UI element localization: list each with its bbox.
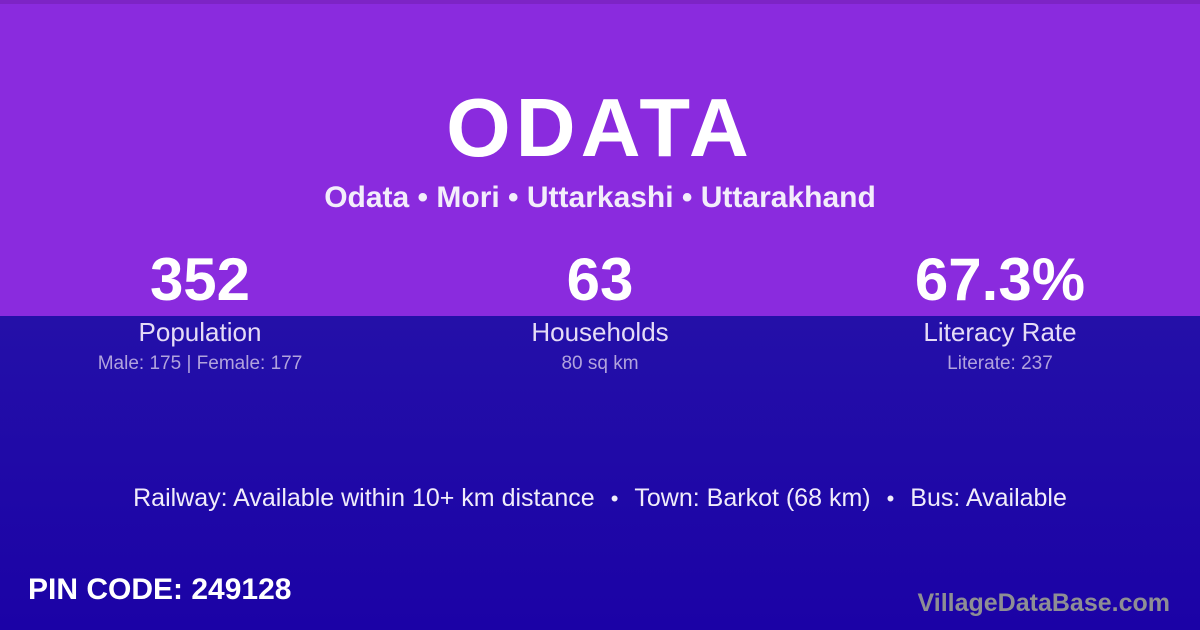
location-breadcrumb: Odata • Mori • Uttarkashi • Uttarakhand: [324, 181, 876, 214]
top-edge-strip: [0, 0, 1200, 4]
population-label: Population: [138, 317, 262, 347]
stat-households: 63 Households 80 sq km: [400, 246, 800, 375]
watermark-text: VillageDataBase.com: [917, 589, 1170, 617]
bus-info: Bus: Available: [910, 484, 1067, 512]
literacy-value: 67.3%: [914, 246, 1086, 313]
header-section: [0, 0, 1200, 316]
population-value: 352: [149, 246, 251, 313]
transport-info-line: Railway: Available within 10+ km distanc…: [0, 484, 1200, 513]
literacy-label: Literacy Rate: [923, 317, 1077, 347]
bullet-separator-icon: •: [610, 486, 619, 511]
stat-population: 352 Population Male: 175 | Female: 177: [0, 246, 400, 375]
population-detail: Male: 175 | Female: 177: [97, 353, 303, 374]
bullet-separator-icon: •: [886, 486, 895, 511]
details-section: [0, 316, 1200, 630]
households-detail: 80 sq km: [561, 353, 639, 374]
village-title: ODATA: [446, 81, 754, 174]
railway-info: Railway: Available within 10+ km distanc…: [133, 484, 595, 512]
literacy-detail: Literate: 237: [947, 353, 1053, 374]
stat-literacy: 67.3% Literacy Rate Literate: 237: [800, 246, 1200, 375]
households-label: Households: [531, 317, 669, 347]
pin-code-text: PIN CODE: 249128: [28, 573, 292, 606]
households-value: 63: [566, 246, 634, 313]
town-info: Town: Barkot (68 km): [634, 484, 871, 512]
stats-row: 352 Population Male: 175 | Female: 177 6…: [0, 246, 1200, 375]
